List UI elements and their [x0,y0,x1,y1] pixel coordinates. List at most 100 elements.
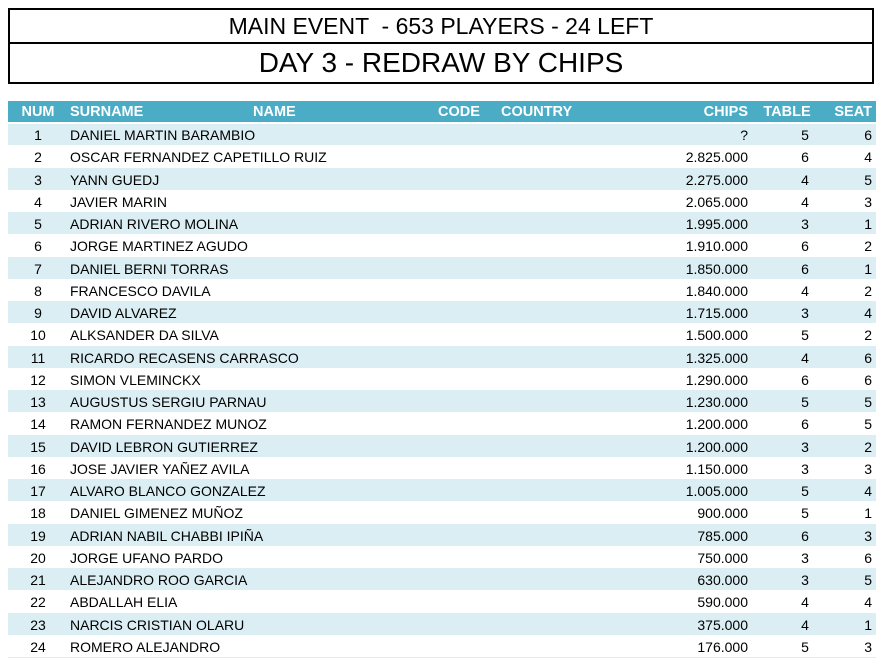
table-row: 8 FRANCESCO DAVILA 1.840.000 4 2 [8,279,876,302]
chips-cell: 1.230.000 [685,394,748,410]
table-row: 12 SIMON VLEMINCKX 1.290.000 6 6 [8,368,876,391]
chips-cell: 176.000 [697,638,748,655]
chips-cell: 630.000 [697,572,748,588]
chips-cell: 1.500.000 [685,327,748,344]
table-row: 4 JAVIER MARIN 2.065.000 4 3 [8,190,876,213]
player-name: JAVIER MARIN [70,193,167,210]
num-cell: 4 [34,193,42,210]
table-cell: 6 [801,260,809,277]
chips-cell: 1.840.000 [685,282,748,299]
player-name: JORGE MARTINEZ AGUDO [70,238,248,255]
table-cell: 3 [801,460,809,477]
header-cell: CODE [438,104,480,120]
num-cell: 16 [30,460,46,477]
table-row: 15 DAVID LEBRON GUTIERREZ 1.200.000 3 2 [8,435,876,458]
chips-cell: 1.200.000 [685,438,748,455]
num-cell: 17 [30,483,46,499]
seat-cell: 4 [864,305,872,321]
chips-cell: 590.000 [697,594,748,611]
seat-cell: 5 [864,394,872,410]
table-cell: 5 [801,505,809,522]
player-name: FRANCESCO DAVILA [70,282,211,299]
num-cell: 9 [34,305,42,321]
player-name: DANIEL BERNI TORRAS [70,260,229,277]
table: NUM SURNAME NAME CODE COUNTRY CHIPS TABLE SEAT 1… [8,101,876,658]
table-cell: 3 [801,549,809,566]
player-name: NARCIS CRISTIAN OLARU [70,616,245,633]
seat-cell: 1 [864,260,872,277]
num-cell: 7 [34,260,42,277]
table-row: 16 JOSE JAVIER YAÑEZ AVILA 1.150.000 3 3 [8,457,876,480]
table-cell: 3 [801,572,809,588]
player-name: AUGUSTUS SERGIU PARNAU [70,394,267,410]
chips-cell: 1.910.000 [685,238,748,255]
player-name: RICARDO RECASENS CARRASCO [70,349,299,366]
table-cell: 6 [801,371,809,388]
table-row: 5 ADRIAN RIVERO MOLINA 1.995.000 3 1 [8,213,876,236]
player-name: SIMON VLEMINCKX [70,371,201,388]
table-row: 18 DANIEL GIMENEZ MUÑOZ 900.000 5 1 [8,502,876,525]
table-row: 21 ALEJANDRO ROO GARCIA 630.000 3 5 [8,569,876,592]
player-name: ROMERO ALEJANDRO [70,638,221,655]
table-cell: 4 [801,282,809,299]
table-row: 11 RICARDO RECASENS CARRASCO 1.325.000 4 6 [8,346,876,369]
event-title: MAIN EVENT - 653 PLAYERS - 24 LEFT [8,8,874,44]
table-row: 9 DAVID ALVAREZ 1.715.000 3 4 [8,302,876,325]
seat-cell: 4 [864,149,872,166]
num-cell: 8 [34,282,42,299]
seat-cell: 3 [864,527,872,544]
seat-cell: 5 [864,171,872,188]
table-cell: 6 [801,149,809,166]
chips-cell: 2.825.000 [685,149,748,166]
num-cell: 24 [30,638,46,655]
seat-cell: 2 [864,438,872,455]
num-cell: 19 [30,527,46,544]
table-cell: 4 [801,349,809,366]
seat-cell: 1 [864,616,872,633]
chips-cell: 1.715.000 [685,305,748,321]
table-row: 6 JORGE MARTINEZ AGUDO 1.910.000 6 2 [8,235,876,258]
num-cell: 15 [30,438,46,455]
table-cell: 3 [801,438,809,455]
table-cell: 4 [801,594,809,611]
table-row: 13 AUGUSTUS SERGIU PARNAU 1.230.000 5 5 [8,391,876,414]
seat-cell: 3 [864,638,872,655]
num-cell: 20 [30,549,46,566]
player-name: ADRIAN NABIL CHABBI IPIÑA [70,527,264,544]
header-cell: TABLE [763,104,811,120]
chips-cell: 2.275.000 [685,171,748,188]
num-cell: 6 [34,238,42,255]
num-cell: 3 [34,171,42,188]
table-cell: 5 [801,394,809,410]
seat-cell: 6 [864,549,872,566]
player-name: DANIEL GIMENEZ MUÑOZ [70,505,243,522]
table-cell: 6 [801,527,809,544]
player-name: ALVARO BLANCO GONZALEZ [70,483,266,499]
header-cell: COUNTRY [501,104,573,120]
num-cell: 21 [30,572,46,588]
table-row: 17 ALVARO BLANCO GONZALEZ 1.005.000 5 4 [8,480,876,503]
table-cell: 5 [801,327,809,344]
num-cell: 23 [30,616,46,633]
table-cell: 4 [801,171,809,188]
num-cell: 13 [30,394,46,410]
chips-cell: 750.000 [697,549,748,566]
num-cell: 12 [30,371,46,388]
table-cell: 4 [801,616,809,633]
table-cell: 6 [801,238,809,255]
table-row: 3 YANN GUEDJ 2.275.000 4 5 [8,168,876,191]
player-name: ALEJANDRO ROO GARCIA [70,572,248,588]
seat-cell: 6 [864,349,872,366]
seat-cell: 6 [864,371,872,388]
player-name: DAVID LEBRON GUTIERREZ [70,438,258,455]
seat-cell: 3 [864,460,872,477]
seat-cell: 3 [864,193,872,210]
table-row: 2 OSCAR FERNANDEZ CAPETILLO RUIZ 2.825.000… [8,146,876,169]
event-subtitle: DAY 3 - REDRAW BY CHIPS [8,42,874,84]
num-cell: 1 [34,127,42,143]
table-row: 14 RAMON FERNANDEZ MUNOZ 1.200.000 6 5 [8,413,876,436]
table-row: 22 ABDALLAH ELIA 590.000 4 4 [8,591,876,614]
player-name: JORGE UFANO PARDO [70,549,223,566]
table-cell: 5 [801,638,809,655]
